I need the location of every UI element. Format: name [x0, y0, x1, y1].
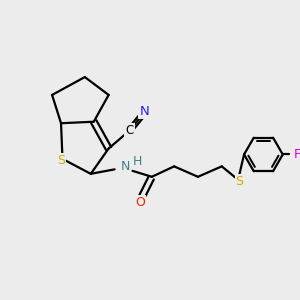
- Text: N: N: [140, 105, 149, 119]
- Text: O: O: [135, 196, 145, 209]
- Text: S: S: [236, 175, 244, 188]
- Text: F: F: [293, 148, 300, 161]
- Text: H: H: [133, 154, 142, 167]
- Text: N: N: [120, 160, 130, 173]
- Text: C: C: [125, 124, 134, 137]
- Text: S: S: [57, 154, 65, 167]
